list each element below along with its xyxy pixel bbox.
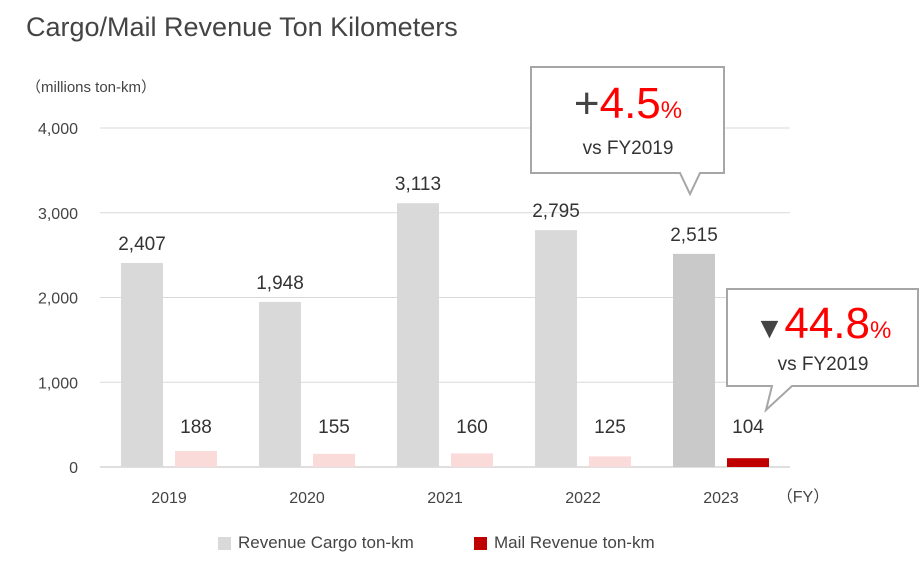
cargo-change-callout: +4.5% vs FY2019 [530,66,726,198]
data-label-mail-2019: 188 [180,417,212,438]
cargo-change-subtitle: vs FY2019 [582,138,674,159]
data-label-cargo-2023: 2,515 [670,225,718,246]
bar-mail-2020 [313,453,355,467]
data-label-cargo-2022: 2,795 [532,201,580,222]
data-label-cargo-2020: 1,948 [256,273,304,294]
x-tick-label: 2022 [565,490,601,507]
x-tick-label: 2020 [289,490,325,507]
y-tick-label: 1,000 [38,375,78,392]
mail-change-triangle-icon: ▼ [754,312,785,345]
mail-change-subtitle: vs FY2019 [777,354,869,375]
y-tick-label: 2,000 [38,291,78,308]
data-label-mail-2022: 125 [594,417,626,438]
data-label-mail-2020: 155 [318,417,350,438]
bar-cargo-2020 [259,301,301,467]
bar-mail-2019 [175,451,217,467]
legend-item-cargo: Revenue Cargo ton-km [218,533,414,553]
bar-cargo-2019 [121,263,163,467]
bar-mail-2023 [727,458,769,467]
mail-change-callout: ▼44.8% vs FY2019 [726,288,920,414]
chart-legend: Revenue Cargo ton-km Mail Revenue ton-km [0,533,920,559]
bar-chart: 0 1,000 2,000 3,000 4,000 2,407 188 1,948 155 3,… [38,121,829,507]
x-tick-label: 2021 [427,490,463,507]
legend-label-cargo: Revenue Cargo ton-km [238,533,414,552]
data-label-cargo-2021: 3,113 [395,174,441,195]
bar-cargo-2021 [397,203,439,467]
data-label-mail-2021: 160 [456,417,488,438]
mail-change-percent: % [870,317,892,344]
legend-swatch-mail [474,536,487,550]
bar-cargo-2022 [535,230,577,467]
data-label-mail-2023: 104 [732,417,764,438]
y-tick-label: 0 [69,460,78,477]
legend-item-mail: Mail Revenue ton-km [474,533,655,553]
cargo-change-value: 4.5 [599,79,661,128]
legend-label-mail: Mail Revenue ton-km [494,533,655,552]
mail-change-value: 44.8 [784,299,870,348]
cargo-change-percent: % [660,97,683,124]
bar-mail-2022 [589,456,631,467]
x-axis-unit: （FY） [777,488,829,506]
x-tick-label: 2019 [151,490,187,507]
cargo-change-sign: + [573,79,600,128]
bar-cargo-2023 [673,253,715,467]
y-tick-label: 4,000 [38,121,78,138]
x-tick-label: 2023 [703,490,739,507]
legend-swatch-cargo [218,536,231,550]
data-label-cargo-2019: 2,407 [118,234,166,255]
y-tick-label: 3,000 [38,206,78,223]
chart-title: Cargo/Mail Revenue Ton Kilometers [26,12,458,42]
y-axis-unit: （millions ton-km） [26,79,157,96]
bar-mail-2021 [451,453,493,467]
